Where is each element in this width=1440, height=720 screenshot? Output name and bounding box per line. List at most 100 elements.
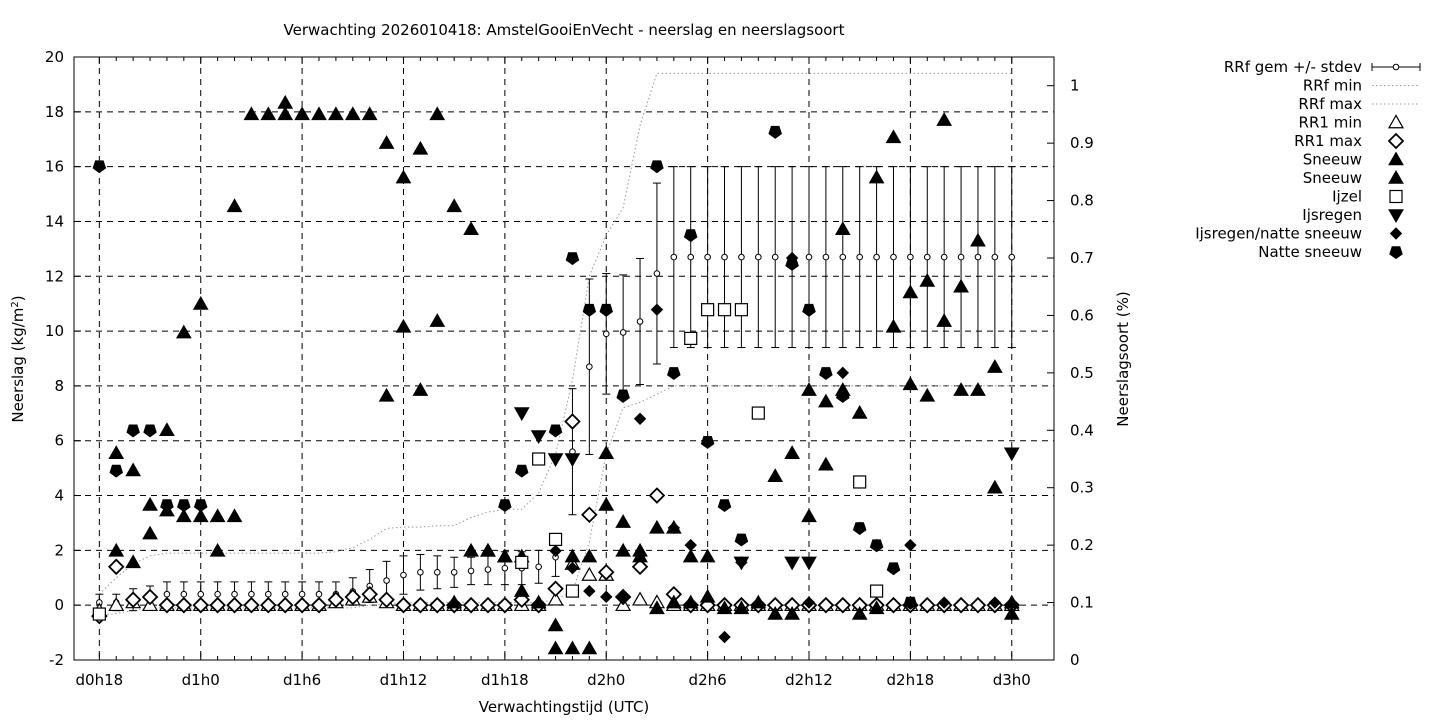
natte-sneeuw-point (498, 499, 512, 513)
rrf-mean-point (991, 253, 999, 261)
natte-sneeuw-point (852, 522, 867, 536)
sneeuw-point (159, 422, 175, 437)
sneeuw-point (260, 106, 277, 121)
natte-sneeuw-point (193, 499, 208, 513)
sneeuw-point (598, 496, 615, 511)
y2-tick-label: 0 (1070, 651, 1080, 669)
legend-label: Sneeuw (1303, 169, 1362, 187)
sneeuw-point (446, 594, 463, 609)
sneeuw-point (682, 594, 699, 609)
sneeuw-point (885, 129, 902, 144)
sneeuw-point (716, 600, 733, 615)
sneeuw-point (192, 508, 209, 523)
rr1-max-point (817, 596, 835, 614)
sneeuw-point (344, 106, 361, 121)
sneeuw-point (361, 106, 378, 121)
sneeuw-point (125, 554, 141, 569)
natte-sneeuw-point (869, 539, 884, 553)
sneeuw-point (463, 542, 479, 557)
ijsregen-natte-sneeuw-point (937, 596, 951, 609)
sneeuw-point (429, 106, 446, 121)
ijsregen-point (1003, 447, 1020, 462)
ijzel-point (515, 555, 529, 569)
y-tick-label: -2 (49, 651, 64, 669)
ijzel-point (532, 452, 546, 466)
ijsregen-point (547, 453, 564, 468)
y-axis-label-main: Neerslag (kg/m (9, 308, 27, 423)
legend-label: RRf gem +/- stdev (1224, 58, 1362, 76)
sneeuw-point (581, 640, 598, 655)
ijzel-point (701, 303, 715, 317)
natte-sneeuw-point (903, 596, 918, 610)
sneeuw-point (868, 169, 885, 184)
sneeuw-point (564, 548, 581, 563)
x-tick-label: d1h18 (481, 671, 529, 689)
ijzel-point (92, 607, 106, 621)
rrf-mean-point (231, 590, 238, 598)
rr1-max-point (344, 588, 362, 606)
sneeuw-point (953, 382, 969, 396)
sneeuw-point (108, 542, 125, 557)
rrf-mean-point (281, 590, 289, 598)
natte-sneeuw-point (734, 533, 749, 547)
rr1-max-point (327, 591, 345, 608)
y2-tick-label: 0.6 (1070, 306, 1094, 324)
y2-tick-label: 0.2 (1070, 536, 1094, 554)
rrf-mean-point (957, 253, 965, 261)
rr1-max-point (919, 596, 936, 614)
sneeuw-point (801, 382, 817, 396)
ijsregen-natte-sneeuw-point (566, 561, 579, 575)
sneeuw-point (632, 542, 648, 557)
rr1-max-point (496, 596, 514, 614)
sneeuw-point (699, 588, 716, 603)
markers (91, 94, 1021, 655)
rr1-max-point (378, 591, 395, 608)
sneeuw-point (784, 606, 800, 620)
sneeuw-point (665, 594, 682, 609)
rrf-mean-point (586, 363, 593, 371)
y-tick-label: 16 (45, 158, 64, 176)
legend-label: RRf min (1303, 77, 1362, 95)
chart-title: Verwachting 2026010418: AmstelGooiEnVech… (284, 21, 845, 39)
y-axis-label-end: ) (9, 295, 27, 301)
ijsregen-natte-sneeuw-point (600, 590, 613, 604)
sneeuw-point (818, 393, 834, 408)
y-axis-ticks: -2 0 2 4 6 8 10 12 14 16 18 20 (45, 48, 81, 669)
rrf-mean-point (687, 253, 695, 261)
ijzel-point (853, 475, 867, 489)
sneeuw-point (395, 169, 412, 184)
rrf-mean-point (467, 567, 475, 575)
rrf-mean-point (670, 253, 678, 261)
ijsregen-natte-sneeuw-point (650, 303, 664, 316)
sneeuw-point (547, 617, 564, 632)
legend-symbol-triangle-open (1387, 114, 1405, 129)
sneeuw-point (649, 519, 665, 534)
rr1-max-point (276, 596, 294, 614)
rrf-mean-point (822, 253, 830, 261)
legend-label: Ijsregen (1302, 206, 1362, 224)
legend-symbol-diamond-filled (1389, 227, 1403, 240)
rrf-mean-point (433, 568, 441, 576)
rrf-mean-point (197, 590, 205, 598)
sneeuw-point (378, 387, 395, 402)
y2-tick-label: 0.7 (1070, 249, 1094, 267)
x-tick-label: d1h0 (182, 671, 220, 689)
rr1-max-point (952, 596, 970, 614)
rr1-max-point (395, 596, 412, 614)
rrf-mean-point (535, 563, 542, 571)
legend-label: RR1 max (1294, 132, 1362, 150)
rr1-max-point (597, 564, 615, 581)
sneeuw-point (108, 445, 125, 460)
ijsregen-point (530, 430, 547, 445)
rr1-max-point (361, 585, 378, 603)
rr1-max-point (243, 596, 260, 614)
sneeuw-point (733, 600, 750, 615)
sneeuw-point (530, 594, 547, 609)
sneeuw-point (919, 272, 936, 287)
natte-sneeuw-point (160, 499, 174, 513)
natte-sneeuw-point (717, 499, 732, 513)
natte-sneeuw-point (92, 160, 107, 174)
rr1-min-point (632, 591, 649, 606)
natte-sneeuw-point (802, 303, 816, 317)
